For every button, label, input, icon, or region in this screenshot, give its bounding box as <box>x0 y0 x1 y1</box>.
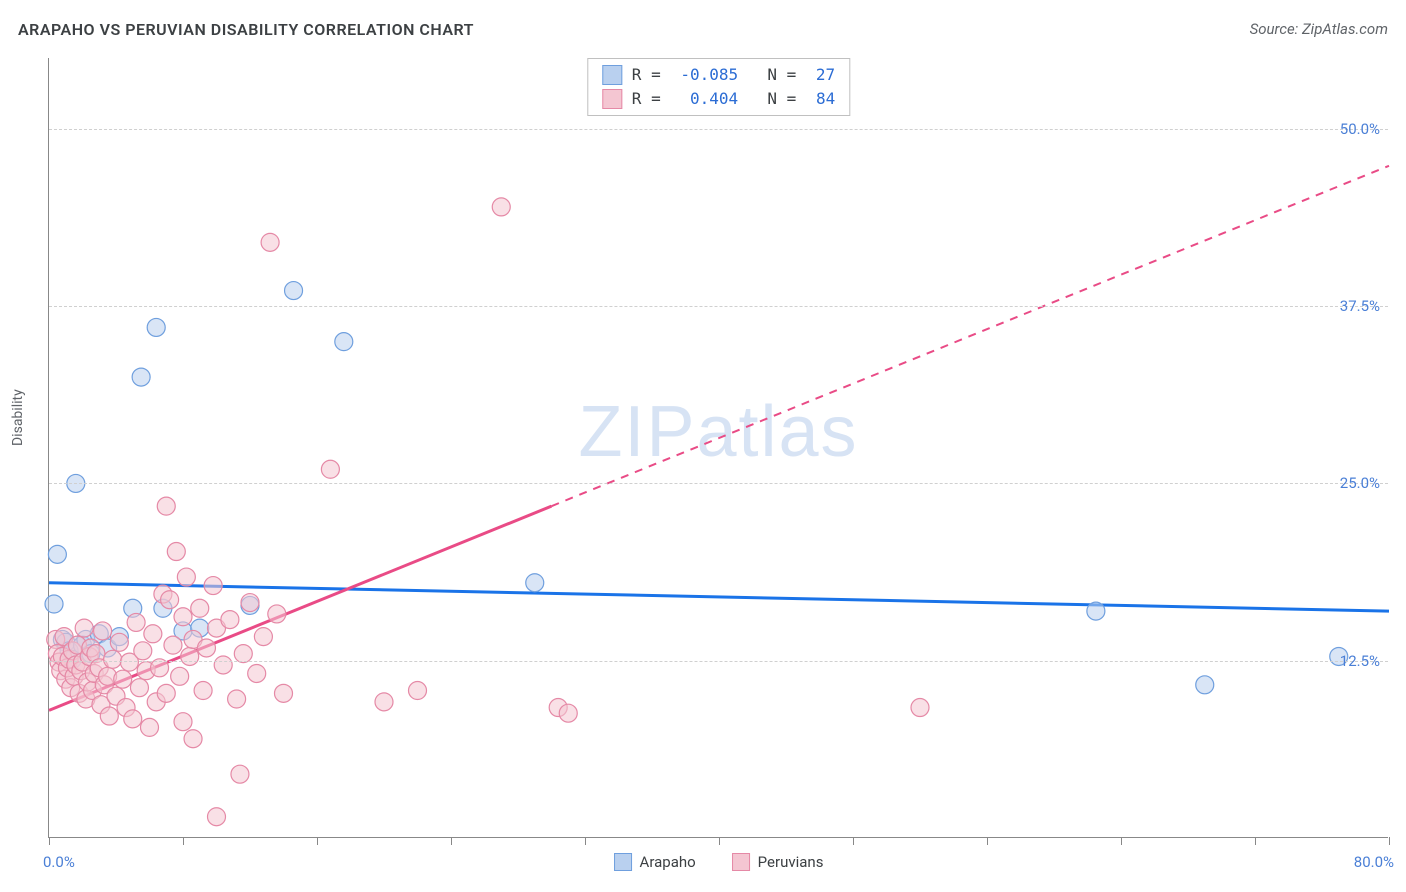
legend-item-peruvians: Peruvians <box>732 853 824 871</box>
legend-item-arapaho: Arapaho <box>614 853 696 871</box>
x-tick <box>1121 837 1122 845</box>
stats-legend-row: R = 0.404 N = 84 <box>602 87 835 111</box>
scatter-svg <box>49 58 1388 837</box>
x-tick <box>853 837 854 845</box>
y-tick-label: 37.5% <box>1340 297 1380 315</box>
chart-title: ARAPAHO VS PERUVIAN DISABILITY CORRELATI… <box>18 20 474 39</box>
legend-n-value: 27 <box>816 63 835 87</box>
x-tick <box>1255 837 1256 845</box>
legend-stat-label: N = <box>748 63 806 87</box>
series-legend: Arapaho Peruvians <box>614 853 824 871</box>
y-tick-label: 50.0% <box>1340 120 1380 138</box>
x-tick <box>585 837 586 845</box>
legend-label: Peruvians <box>758 853 824 871</box>
y-tick-label: 25.0% <box>1340 474 1380 492</box>
legend-r-value: 0.404 <box>690 87 738 111</box>
y-tick-label: 12.5% <box>1340 652 1380 670</box>
gridline-h <box>49 129 1388 130</box>
x-axis-min-label: 0.0% <box>43 853 75 871</box>
gridline-h <box>49 306 1388 307</box>
x-tick <box>987 837 988 845</box>
legend-swatch-arapaho <box>602 65 622 85</box>
legend-swatch <box>732 853 750 871</box>
legend-label: Arapaho <box>640 853 696 871</box>
x-tick <box>719 837 720 845</box>
x-tick <box>1389 837 1390 845</box>
stats-legend-row: R = -0.085 N = 27 <box>602 63 835 87</box>
legend-stat-label: N = <box>748 87 806 111</box>
x-tick <box>183 837 184 845</box>
legend-swatch <box>614 853 632 871</box>
x-tick <box>451 837 452 845</box>
legend-n-value: 84 <box>816 87 835 111</box>
chart-source: Source: ZipAtlas.com <box>1250 20 1388 38</box>
legend-r-value: -0.085 <box>680 63 738 87</box>
x-tick <box>49 837 50 845</box>
legend-swatch-peruvians <box>602 89 622 109</box>
chart-plot-area: ZIPatlas R = -0.085 N = 27 R = 0.404 N =… <box>48 58 1388 838</box>
x-axis-max-label: 80.0% <box>1354 853 1394 871</box>
y-axis-label: Disability <box>10 389 26 446</box>
gridline-h <box>49 661 1388 662</box>
gridline-h <box>49 483 1388 484</box>
stats-legend: R = -0.085 N = 27 R = 0.404 N = 84 <box>587 58 850 116</box>
legend-stat-label: R = <box>632 87 680 111</box>
legend-stat-label: R = <box>632 63 671 87</box>
x-tick <box>317 837 318 845</box>
